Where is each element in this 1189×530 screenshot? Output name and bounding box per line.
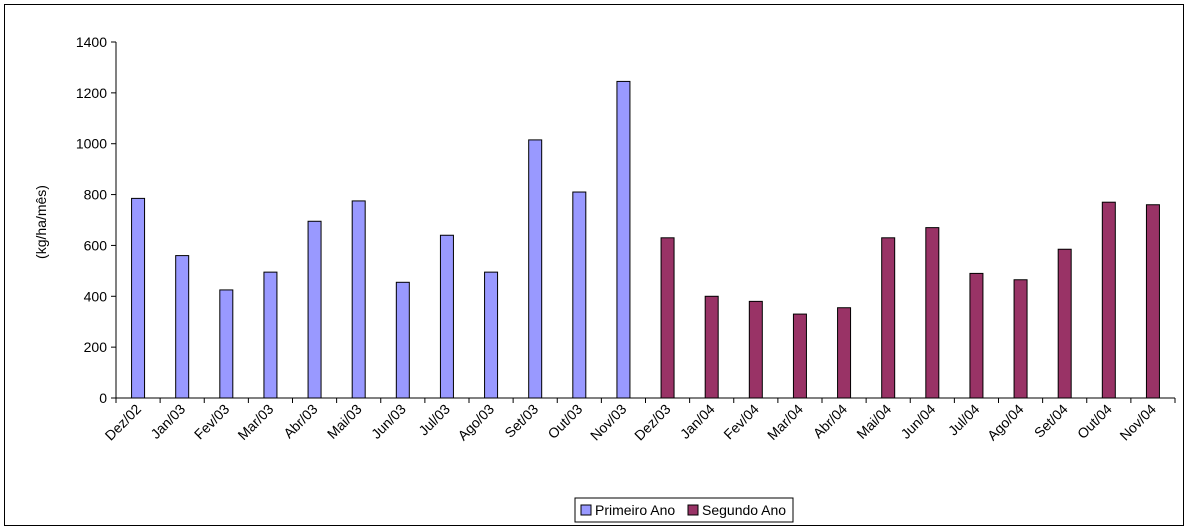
- bar-segundo-ano: [704, 295, 719, 399]
- legend: Primeiro Ano Segundo Ano: [574, 497, 794, 523]
- y-tick-label: 1200: [76, 85, 107, 101]
- x-tick-label: Ago/03: [454, 401, 497, 444]
- bars: [131, 80, 1160, 399]
- x-tick-label: Jul/03: [415, 401, 453, 439]
- bar-segundo-ano: [1057, 248, 1072, 399]
- y-tick-label: 800: [84, 187, 108, 203]
- x-tick-label: Set/03: [501, 401, 541, 441]
- y-tick-label: 1400: [76, 34, 107, 50]
- x-tick-label: Mar/04: [764, 401, 806, 443]
- bar-primeiro-ano: [307, 220, 322, 399]
- legend-label-segundo-ano: Segundo Ano: [702, 502, 786, 518]
- x-tick-label: Out/04: [1074, 401, 1115, 442]
- bar-primeiro-ano: [219, 289, 234, 399]
- x-tick-label: Mai/03: [324, 401, 365, 442]
- bar-segundo-ano: [1145, 204, 1160, 399]
- x-tick-label: Fev/04: [720, 401, 762, 443]
- x-tick-label: Mai/04: [853, 401, 894, 442]
- x-tick-label: Nov/03: [587, 401, 630, 444]
- bar-segundo-ano: [925, 227, 940, 399]
- x-tick-label: Dez/03: [631, 401, 674, 444]
- bar-primeiro-ano: [395, 281, 410, 399]
- y-tick-label: 0: [99, 390, 107, 406]
- bar-primeiro-ano: [572, 191, 587, 399]
- y-tick-label: 200: [84, 339, 108, 355]
- x-tick-label: Abr/03: [280, 401, 321, 442]
- bar-primeiro-ano: [484, 271, 499, 399]
- bar-segundo-ano: [837, 307, 852, 399]
- y-axis-title: (kg/ha/mês): [33, 185, 49, 259]
- x-axis: Dez/02 Jan/03 Fev/03 Mar/03 Abr/03 Mai/03 Jun/…: [102, 397, 1176, 444]
- legend-box: [574, 497, 794, 523]
- bar-primeiro-ano: [263, 271, 278, 399]
- bar-primeiro-ano: [175, 255, 190, 399]
- x-tick-label: Ago/04: [984, 401, 1027, 444]
- x-tick-label: Abr/04: [810, 401, 851, 442]
- bar-segundo-ano: [748, 300, 763, 399]
- legend-label-primeiro-ano: Primeiro Ano: [595, 502, 675, 518]
- bar-segundo-ano: [969, 272, 984, 399]
- x-tick-label: Jan/03: [147, 401, 188, 442]
- legend-swatch-segundo-ano: [687, 504, 699, 516]
- bar-segundo-ano: [1013, 279, 1028, 399]
- bar-segundo-ano: [1101, 201, 1116, 399]
- x-tick-label: Dez/02: [102, 401, 145, 444]
- x-tick-label: Jan/04: [677, 401, 718, 442]
- bar-primeiro-ano: [528, 139, 543, 399]
- x-tick-label: Set/04: [1031, 401, 1071, 441]
- bar-primeiro-ano: [439, 234, 454, 399]
- bar-segundo-ano: [881, 237, 896, 399]
- bar-primeiro-ano: [616, 80, 631, 399]
- x-tick-label: Jun/03: [368, 401, 409, 442]
- x-tick-label: Fev/03: [191, 401, 233, 443]
- x-tick-label: Jun/04: [897, 401, 938, 442]
- legend-swatch-primeiro-ano: [580, 504, 592, 516]
- x-tick-label: Nov/04: [1116, 401, 1159, 444]
- bar-primeiro-ano: [131, 197, 146, 399]
- x-tick-label: Out/03: [544, 401, 585, 442]
- chart-frame: [4, 4, 1184, 526]
- y-axis: 0 200 400 600 800 1000 1200 1400: [76, 34, 117, 406]
- x-tick-label: Jul/04: [945, 401, 983, 439]
- bar-segundo-ano: [792, 313, 807, 399]
- bar-primeiro-ano: [351, 200, 366, 399]
- y-tick-label: 600: [84, 237, 108, 253]
- y-tick-label: 400: [84, 288, 108, 304]
- bar-segundo-ano: [660, 237, 675, 399]
- y-tick-label: 1000: [76, 136, 107, 152]
- x-tick-label: Mar/03: [234, 401, 276, 443]
